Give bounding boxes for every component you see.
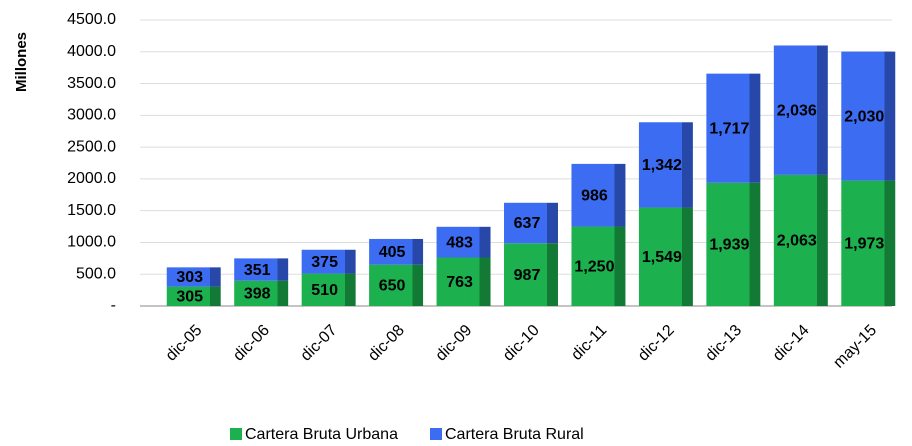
y-tick-label: 3500.0 <box>67 75 116 92</box>
value-label: 1,250 <box>574 258 614 275</box>
x-tick-label: dic-12 <box>635 322 678 365</box>
value-label: 1,342 <box>642 157 682 174</box>
bar-segment <box>301 273 356 306</box>
bar-segment <box>166 286 221 306</box>
bar-segment <box>436 257 491 306</box>
bar-segment <box>841 51 896 181</box>
x-tick-label: dic-09 <box>433 322 476 365</box>
x-tick-label: may-15 <box>830 322 880 372</box>
bar-segment <box>571 163 626 227</box>
bar-segment <box>706 73 761 183</box>
y-tick-label: 1000.0 <box>67 234 116 251</box>
bar-segment <box>504 243 558 306</box>
y-tick-label: 2000.0 <box>67 170 116 187</box>
bar-segment <box>841 180 896 306</box>
bar-segment <box>571 226 626 306</box>
x-tick-label: dic-14 <box>770 322 813 365</box>
value-label: 351 <box>244 262 271 279</box>
value-label: 483 <box>446 234 473 251</box>
value-label: 1,549 <box>642 249 682 266</box>
bar-segment <box>773 45 828 175</box>
value-label: 986 <box>581 187 608 204</box>
y-axis-label: Millones <box>13 32 30 92</box>
value-label: 2,063 <box>777 233 817 250</box>
value-label: 650 <box>379 278 406 295</box>
bar-segment <box>638 207 693 306</box>
value-label: 637 <box>514 215 541 232</box>
value-label: 303 <box>176 269 203 286</box>
x-tick-label: dic-13 <box>702 322 745 365</box>
x-tick-label: dic-05 <box>163 322 206 365</box>
value-label: 375 <box>311 254 338 271</box>
y-tick-label: 4000.0 <box>67 43 116 60</box>
x-tick-label: dic-07 <box>298 322 341 365</box>
legend-label: Cartera Bruta Urbana <box>245 426 398 443</box>
value-label: 398 <box>244 286 271 303</box>
legend-swatch <box>230 428 242 440</box>
value-label: 1,973 <box>844 236 884 253</box>
bar-segment <box>234 258 289 281</box>
bar-segment <box>369 238 424 265</box>
bar-segment <box>166 267 221 287</box>
value-label: 405 <box>379 244 406 261</box>
y-tick-label: 3000.0 <box>67 107 116 124</box>
y-tick-label: 1500.0 <box>67 202 116 219</box>
bar-segment <box>301 249 356 274</box>
bar-segment <box>504 202 558 244</box>
bar-segment <box>369 264 424 306</box>
bar-segment <box>706 182 761 306</box>
x-tick-label: dic-10 <box>500 322 543 365</box>
y-tick-label: - <box>111 297 116 314</box>
value-label: 2,036 <box>777 102 817 119</box>
x-tick-label: dic-06 <box>230 322 273 365</box>
value-label: 510 <box>311 282 338 299</box>
bar-segment <box>638 122 693 208</box>
x-tick-label: dic-11 <box>568 322 610 364</box>
bar-segment <box>436 226 491 258</box>
value-label: 305 <box>176 289 203 306</box>
y-tick-label: 2500.0 <box>67 138 116 155</box>
value-label: 763 <box>446 274 473 291</box>
bar-segment <box>234 280 289 306</box>
value-label: 2,030 <box>844 108 884 125</box>
value-label: 1,717 <box>709 120 749 137</box>
y-tick-label: 4500.0 <box>67 11 116 28</box>
y-tick-label: 500.0 <box>76 265 116 282</box>
value-label: 1,939 <box>709 237 749 254</box>
value-label: 987 <box>514 267 541 284</box>
bar-segment <box>773 174 828 306</box>
x-tick-label: dic-08 <box>365 322 408 365</box>
legend-label: Cartera Bruta Rural <box>445 426 584 443</box>
legend-swatch <box>430 428 442 440</box>
